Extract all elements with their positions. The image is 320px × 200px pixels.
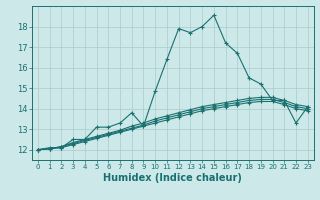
X-axis label: Humidex (Indice chaleur): Humidex (Indice chaleur) [103, 173, 242, 183]
